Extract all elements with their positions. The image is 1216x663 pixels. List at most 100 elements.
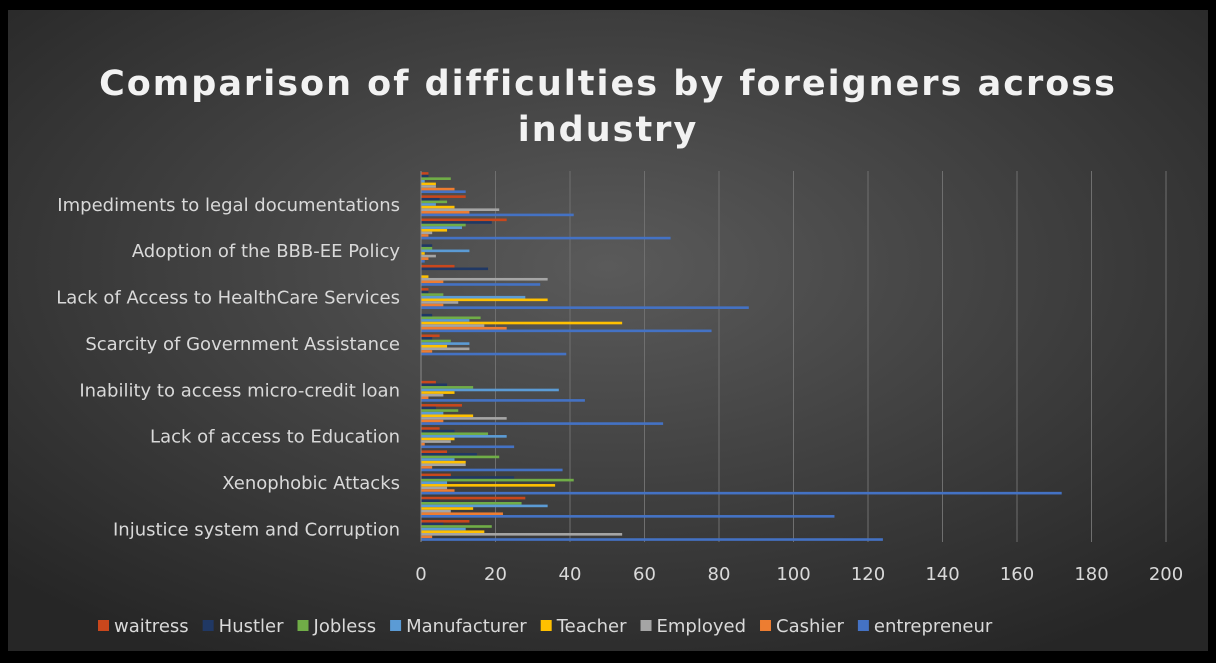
bar — [421, 473, 451, 477]
bar — [421, 512, 503, 516]
legend-swatch — [857, 620, 869, 631]
bar — [421, 463, 466, 467]
legend-item: Jobless — [297, 616, 377, 637]
bar — [421, 301, 459, 304]
bar — [421, 205, 455, 209]
y-tick-label: Injustice system and Corruption — [113, 519, 400, 540]
bar — [421, 275, 429, 278]
bar — [421, 496, 526, 500]
bar — [421, 440, 451, 443]
bar — [421, 522, 444, 526]
bar — [421, 283, 541, 286]
bar — [421, 197, 440, 201]
bar — [421, 187, 455, 191]
x-tick-label: 20 — [484, 564, 507, 585]
y-tick-label: Lack of Access to HealthCare Services — [56, 288, 400, 309]
bar — [421, 383, 448, 387]
legend: waitress Hustler Jobless Manufacturer Teache… — [98, 616, 993, 637]
bar — [421, 393, 444, 397]
bar — [421, 414, 474, 418]
bar — [421, 481, 448, 485]
bar — [421, 293, 444, 296]
bar — [421, 460, 466, 464]
bar — [421, 458, 455, 461]
bar — [421, 203, 436, 206]
bar — [421, 213, 574, 217]
bar — [421, 195, 466, 198]
bar — [421, 295, 526, 299]
bar — [421, 228, 448, 232]
legend-item: Hustler — [202, 616, 284, 637]
bar — [421, 530, 485, 534]
bar — [421, 404, 462, 407]
bar — [421, 259, 425, 263]
legend-item: Teacher — [540, 616, 627, 637]
bar — [421, 417, 507, 420]
bar — [421, 476, 515, 479]
y-tick-label: Scarcity of Government Assistance — [85, 334, 400, 355]
bar — [421, 419, 444, 423]
bar — [421, 337, 433, 340]
bar — [421, 179, 425, 183]
legend-label: waitress — [114, 616, 189, 637]
bar — [421, 218, 507, 222]
x-tick-label: 0 — [415, 564, 426, 585]
bar — [421, 535, 433, 539]
bar — [421, 182, 436, 186]
bar — [421, 321, 623, 325]
bar — [421, 435, 507, 438]
bar — [421, 406, 436, 410]
legend-swatch — [202, 620, 214, 631]
bar — [421, 509, 451, 513]
bar — [421, 525, 492, 528]
bar — [421, 254, 436, 258]
bar — [421, 288, 429, 291]
x-tick-label: 40 — [559, 564, 582, 585]
bar — [421, 533, 623, 536]
legend-item: waitress — [98, 616, 189, 637]
bar — [421, 437, 455, 441]
bar — [421, 223, 466, 227]
plot-area: 0 20 40 60 80 100 120 140 160 180 200 Injustice sys… — [56, 171, 1183, 585]
legend-swatch — [390, 620, 402, 631]
bar — [421, 226, 462, 229]
bar — [421, 264, 455, 268]
bar — [421, 445, 515, 449]
bar — [421, 380, 436, 384]
bar — [421, 432, 489, 436]
legend-label: Jobless — [313, 616, 377, 637]
bar — [421, 277, 548, 281]
bar — [421, 298, 548, 302]
bar — [421, 499, 440, 503]
bar — [421, 504, 548, 508]
legend-item: Employed — [640, 616, 746, 637]
legend-swatch — [297, 620, 309, 631]
bar — [421, 185, 436, 188]
legend-item: Cashier — [760, 616, 844, 637]
legend-item: Manufacturer — [390, 616, 527, 637]
bar — [421, 386, 474, 389]
x-tick-label: 120 — [851, 564, 885, 585]
title-line: industry — [518, 110, 699, 150]
bar — [421, 468, 563, 472]
bar — [421, 455, 500, 459]
bar — [421, 326, 507, 330]
bar — [421, 427, 440, 430]
x-tick-label: 60 — [633, 564, 656, 585]
bar — [421, 303, 444, 307]
legend-label: Hustler — [219, 616, 284, 637]
y-tick-label: Adoption of the BBB-EE Policy — [132, 241, 401, 262]
bar — [421, 429, 455, 433]
x-tick-label: 160 — [1000, 564, 1034, 585]
bar — [421, 236, 671, 240]
x-tick-label: 80 — [708, 564, 731, 585]
legend-label: Cashier — [776, 616, 844, 637]
bar — [421, 231, 433, 235]
bar — [421, 316, 481, 320]
bar — [421, 507, 474, 510]
bar — [421, 252, 425, 255]
legend-item: entrepreneur — [857, 616, 993, 637]
bar — [421, 267, 489, 271]
bar — [421, 210, 470, 214]
